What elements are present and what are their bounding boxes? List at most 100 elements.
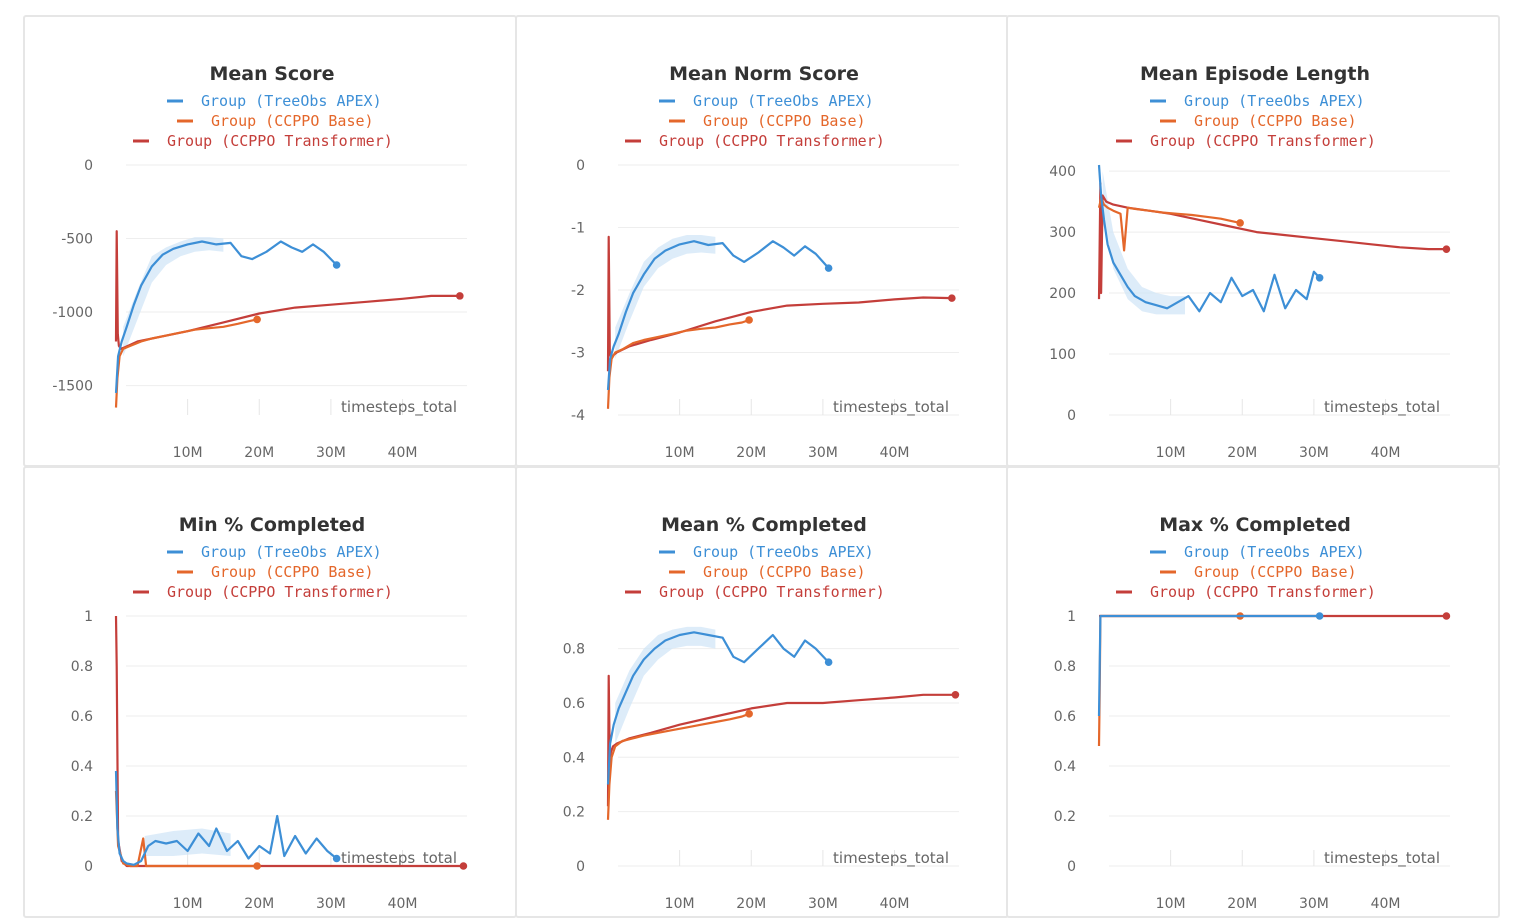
x-tick-label: 10M: [665, 445, 695, 461]
x-tick-label: 10M: [173, 896, 203, 912]
legend-item: Group (CCPPO Transformer): [659, 132, 885, 150]
chart-title: Mean Episode Length: [1140, 63, 1370, 85]
y-tick-label: -3: [571, 346, 585, 362]
series-line: [114, 615, 464, 868]
series-line: [1097, 182, 1447, 300]
series-end-point: [1236, 219, 1244, 227]
series-line: [1097, 197, 1241, 252]
chart-title: Mean % Completed: [661, 514, 867, 536]
x-axis-label: timesteps_total: [833, 398, 949, 417]
confidence-band: [615, 626, 716, 744]
series-end-point: [951, 691, 960, 699]
series-line: [1097, 614, 1320, 717]
y-tick-label: 0.8: [71, 659, 93, 675]
chart-title: Mean Norm Score: [669, 63, 859, 85]
chart-panel-mean-completed: Mean % Completed Group (TreeObs APEX) Grou…: [515, 466, 1009, 918]
series-end-point: [459, 862, 468, 870]
x-axis-label: timesteps_total: [341, 849, 457, 868]
series-end-point: [253, 862, 261, 870]
x-tick-label: 40M: [1371, 445, 1401, 461]
y-tick-label: 0: [84, 158, 93, 174]
chart-svg: Mean Episode Length Group (TreeObs APEX) G…: [1049, 63, 1451, 461]
x-tick-label: 30M: [316, 445, 346, 461]
legend-item: Group (TreeObs APEX): [1184, 543, 1365, 561]
series-end-point: [948, 294, 956, 302]
legend-item: Group (CCPPO Transformer): [659, 583, 885, 601]
x-tick-label: 40M: [388, 896, 418, 912]
series-line: [606, 712, 750, 820]
confidence-band: [615, 235, 716, 359]
series-end-point: [824, 658, 833, 666]
legend-item: Group (TreeObs APEX): [693, 543, 874, 561]
legend-item: Group (CCPPO Base): [211, 112, 374, 130]
x-tick-label: 30M: [1299, 445, 1329, 461]
y-tick-label: -1000: [52, 305, 93, 321]
confidence-band: [123, 237, 224, 357]
series-end-point: [332, 854, 341, 863]
legend-item: Group (CCPPO Transformer): [1150, 132, 1376, 150]
x-tick-label: 20M: [244, 445, 274, 461]
x-tick-label: 20M: [736, 445, 766, 461]
x-tick-label: 40M: [1371, 896, 1401, 912]
legend-item: Group (CCPPO Base): [703, 112, 866, 130]
series-end-point: [1315, 274, 1324, 282]
legend-item: Group (CCPPO Base): [211, 563, 374, 581]
y-tick-label: 0.4: [563, 750, 585, 766]
chart-title: Mean Score: [209, 63, 334, 85]
y-tick-label: -500: [61, 232, 93, 248]
series-line: [114, 770, 338, 866]
y-tick-label: 1: [84, 609, 93, 625]
y-tick-label: 0: [576, 859, 585, 875]
chart-svg: Mean Score Group (TreeObs APEX) Group (CCP…: [52, 63, 467, 461]
legend-item: Group (CCPPO Base): [703, 563, 866, 581]
y-tick-label: 0.8: [1054, 659, 1076, 675]
chart-panel-max-completed: Max % Completed Group (TreeObs APEX) Group…: [1006, 466, 1500, 918]
x-tick-label: 30M: [316, 896, 346, 912]
y-tick-label: 0.2: [71, 809, 93, 825]
series-line: [114, 318, 258, 408]
chart-title: Max % Completed: [1159, 514, 1351, 536]
y-tick-label: 0.6: [563, 696, 585, 712]
y-tick-label: -1500: [52, 379, 93, 395]
x-axis-label: timesteps_total: [1324, 398, 1440, 417]
series-end-point: [745, 316, 753, 324]
series-line: [606, 631, 830, 785]
y-tick-label: -1: [571, 221, 585, 237]
y-tick-label: 0: [1067, 408, 1076, 424]
y-tick-label: 0.2: [563, 805, 585, 821]
y-tick-label: 0.8: [563, 642, 585, 658]
chart-svg: Mean Norm Score Group (TreeObs APEX) Group…: [571, 63, 959, 461]
x-tick-label: 40M: [388, 445, 418, 461]
chart-panel-mean-score: Mean Score Group (TreeObs APEX) Group (CCP…: [23, 15, 517, 467]
x-tick-label: 20M: [1227, 896, 1257, 912]
x-axis-label: timesteps_total: [341, 398, 457, 417]
series-line: [114, 240, 338, 393]
y-tick-label: 300: [1049, 225, 1076, 241]
x-tick-label: 10M: [1156, 445, 1186, 461]
legend-item: Group (TreeObs APEX): [201, 543, 382, 561]
y-tick-label: 1: [1067, 609, 1076, 625]
y-tick-label: 200: [1049, 286, 1076, 302]
legend-item: Group (CCPPO Base): [1194, 112, 1357, 130]
y-tick-label: 0.4: [1054, 759, 1076, 775]
x-tick-label: 30M: [808, 445, 838, 461]
legend-item: Group (TreeObs APEX): [1184, 92, 1365, 110]
legend-item: Group (CCPPO Transformer): [167, 583, 393, 601]
x-tick-label: 20M: [736, 896, 766, 912]
y-tick-label: 0.6: [1054, 709, 1076, 725]
x-tick-label: 20M: [244, 896, 274, 912]
y-tick-label: 400: [1049, 164, 1076, 180]
legend-item: Group (CCPPO Base): [1194, 563, 1357, 581]
y-tick-label: 0: [576, 158, 585, 174]
chart-panel-mean-episode-length: Mean Episode Length Group (TreeObs APEX) G…: [1006, 15, 1500, 467]
legend-item: Group (TreeObs APEX): [693, 92, 874, 110]
series-end-point: [456, 292, 464, 300]
y-tick-label: 0.2: [1054, 809, 1076, 825]
chart-title: Min % Completed: [179, 514, 366, 536]
series-line: [606, 318, 750, 409]
x-axis-label: timesteps_total: [1324, 849, 1440, 868]
x-tick-label: 20M: [1227, 445, 1257, 461]
legend-item: Group (TreeObs APEX): [201, 92, 382, 110]
y-tick-label: 0: [1067, 859, 1076, 875]
x-tick-label: 30M: [808, 896, 838, 912]
